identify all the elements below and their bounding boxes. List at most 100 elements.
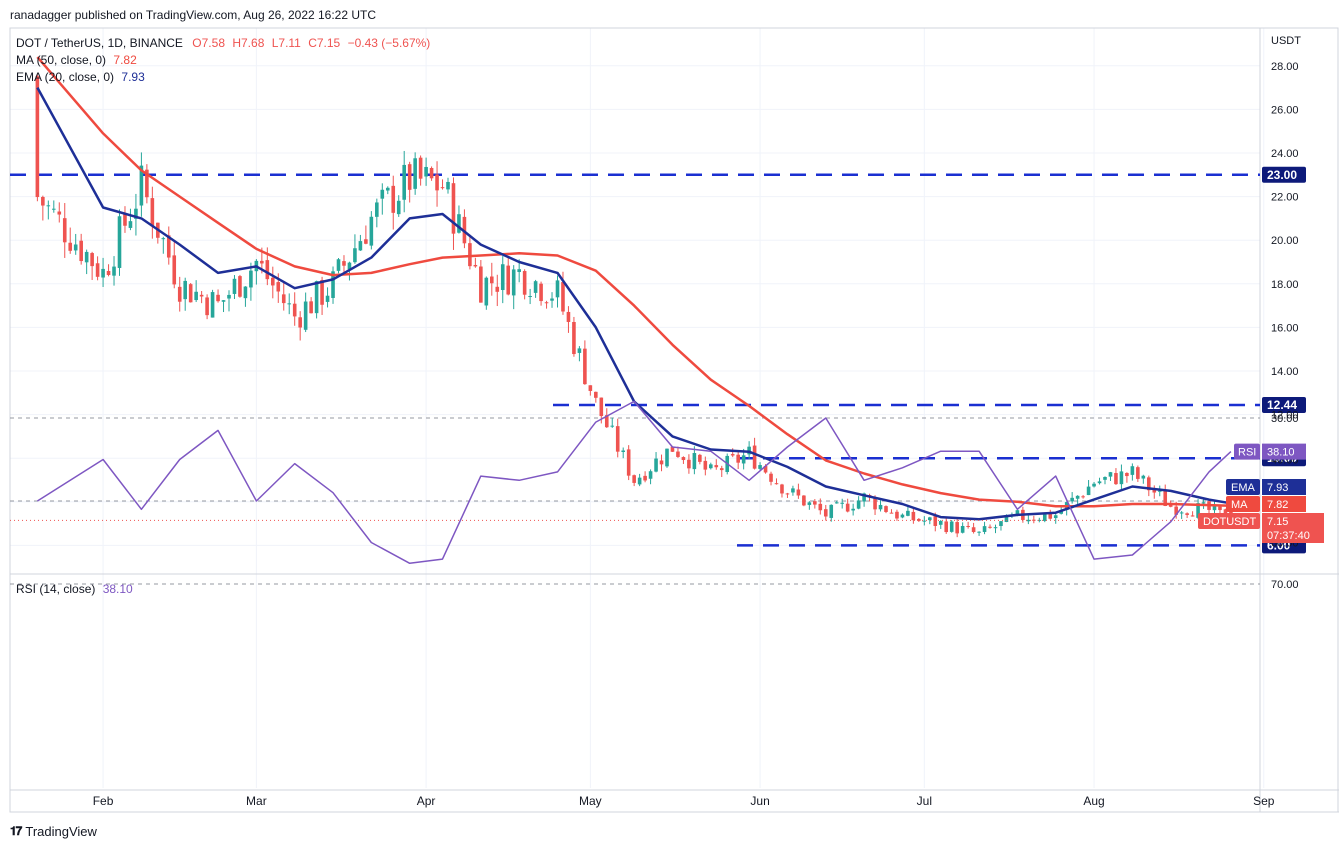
candle-body xyxy=(604,415,609,428)
candle-body xyxy=(1190,515,1195,517)
price-tick-label: 28.00 xyxy=(1271,61,1299,73)
level-tag xyxy=(1262,397,1306,414)
ema-legend-label: EMA (20, close, 0) xyxy=(16,70,115,84)
candle-body xyxy=(703,460,708,470)
candle-body xyxy=(221,300,226,302)
price-tick-label: 14.00 xyxy=(1271,366,1299,378)
candle-body xyxy=(265,260,270,280)
candle-body xyxy=(506,265,511,295)
candle-body xyxy=(780,484,784,494)
candle-body xyxy=(802,495,806,506)
candle-body xyxy=(763,465,768,473)
candle-body xyxy=(873,497,877,510)
x-tick-label: Mar xyxy=(246,794,267,808)
candle-body xyxy=(123,213,127,226)
rsi-legend[interactable]: RSI (14, close) 38.10 xyxy=(16,582,133,596)
candle-body xyxy=(271,277,275,286)
symbol-legend: DOT / TetherUS, 1D, BINANCE O7.58 H7.68 … xyxy=(16,36,430,50)
candle-body xyxy=(862,493,866,502)
candle-body xyxy=(1086,486,1091,496)
change-value: −0.43 (−5.67%) xyxy=(347,36,431,50)
candle-body xyxy=(900,514,905,518)
candle-body xyxy=(785,493,790,495)
candle-body xyxy=(134,208,138,219)
candle-body xyxy=(626,449,631,476)
candle-body xyxy=(183,280,187,300)
candle-body xyxy=(539,283,543,302)
tradingview-footer[interactable]: 𝟏𝟕 TradingView xyxy=(10,824,97,839)
candle-body xyxy=(878,504,883,510)
symbol-name[interactable]: DOT / TetherUS, 1D, BINANCE xyxy=(16,36,183,50)
ma-legend-label: MA (50, close, 0) xyxy=(16,53,107,67)
candle-body xyxy=(112,266,116,276)
candle-body xyxy=(1026,519,1031,522)
candle-body xyxy=(517,269,521,273)
candle-body xyxy=(358,241,363,251)
candle-body xyxy=(588,385,593,391)
ma-legend-value: 7.82 xyxy=(113,53,137,67)
candle-body xyxy=(440,187,445,189)
candle-body xyxy=(1218,506,1222,511)
rsi-badge-value: 38.10 xyxy=(1267,447,1295,459)
rsi-badge-tag: RSI xyxy=(1238,447,1256,459)
candle-body xyxy=(949,521,954,532)
ema-badge-tag-bg xyxy=(1226,479,1260,495)
candle-body xyxy=(1103,476,1107,480)
candle-body xyxy=(101,268,105,278)
candle-body xyxy=(1125,472,1129,477)
candle-body xyxy=(993,527,998,529)
candle-body xyxy=(933,516,938,526)
candle-body xyxy=(325,295,330,302)
candle-body xyxy=(166,235,171,258)
x-tick-label: Jun xyxy=(750,794,769,808)
symbol-badge-tag-bg xyxy=(1198,513,1260,529)
candle-body xyxy=(752,445,757,469)
price-tick-label: 26.00 xyxy=(1271,104,1299,116)
candle-body xyxy=(522,271,527,295)
candle-body xyxy=(758,465,762,469)
candle-body xyxy=(216,294,220,302)
candle-body xyxy=(1130,466,1135,475)
candle-body xyxy=(1168,504,1173,507)
rsi-tick-label: 30.00 xyxy=(1271,413,1299,425)
candle-body xyxy=(659,460,664,465)
candle-body xyxy=(769,473,773,482)
candle-body xyxy=(1201,502,1206,504)
candle-body xyxy=(999,521,1003,527)
candle-body xyxy=(709,464,713,469)
x-tick-label: Apr xyxy=(417,794,436,808)
currency-label: USDT xyxy=(1271,35,1301,47)
candle-body xyxy=(435,174,439,191)
candle-body xyxy=(1037,519,1042,521)
candle-body xyxy=(719,468,724,471)
candle-body xyxy=(199,294,204,297)
candle-body xyxy=(1108,472,1113,477)
candle-body xyxy=(906,510,910,516)
candle-body xyxy=(298,317,302,328)
candle-body xyxy=(342,261,346,266)
candle-body xyxy=(845,503,850,512)
ema-legend[interactable]: EMA (20, close, 0) 7.93 xyxy=(16,70,145,84)
candle-body xyxy=(309,301,313,314)
candle-body xyxy=(106,270,111,275)
candle-body xyxy=(637,477,642,485)
candle-body xyxy=(774,483,779,485)
price-tick-label: 18.00 xyxy=(1271,279,1299,291)
candle-body xyxy=(413,158,417,189)
candle-body xyxy=(544,302,549,304)
candle-body xyxy=(1032,519,1036,521)
candle-body xyxy=(955,522,959,534)
candle-body xyxy=(938,521,943,525)
ma50-line xyxy=(36,56,1231,508)
ma-badge-tag: MA xyxy=(1231,499,1248,511)
candle-body xyxy=(818,503,823,511)
candle-body xyxy=(1114,473,1118,485)
candle-body xyxy=(331,271,335,298)
candle-body xyxy=(369,216,374,246)
candle-body xyxy=(473,264,478,267)
candle-body xyxy=(1097,481,1102,484)
candle-body xyxy=(90,253,94,267)
candle-body xyxy=(161,238,166,240)
ma-legend[interactable]: MA (50, close, 0) 7.82 xyxy=(16,53,137,67)
